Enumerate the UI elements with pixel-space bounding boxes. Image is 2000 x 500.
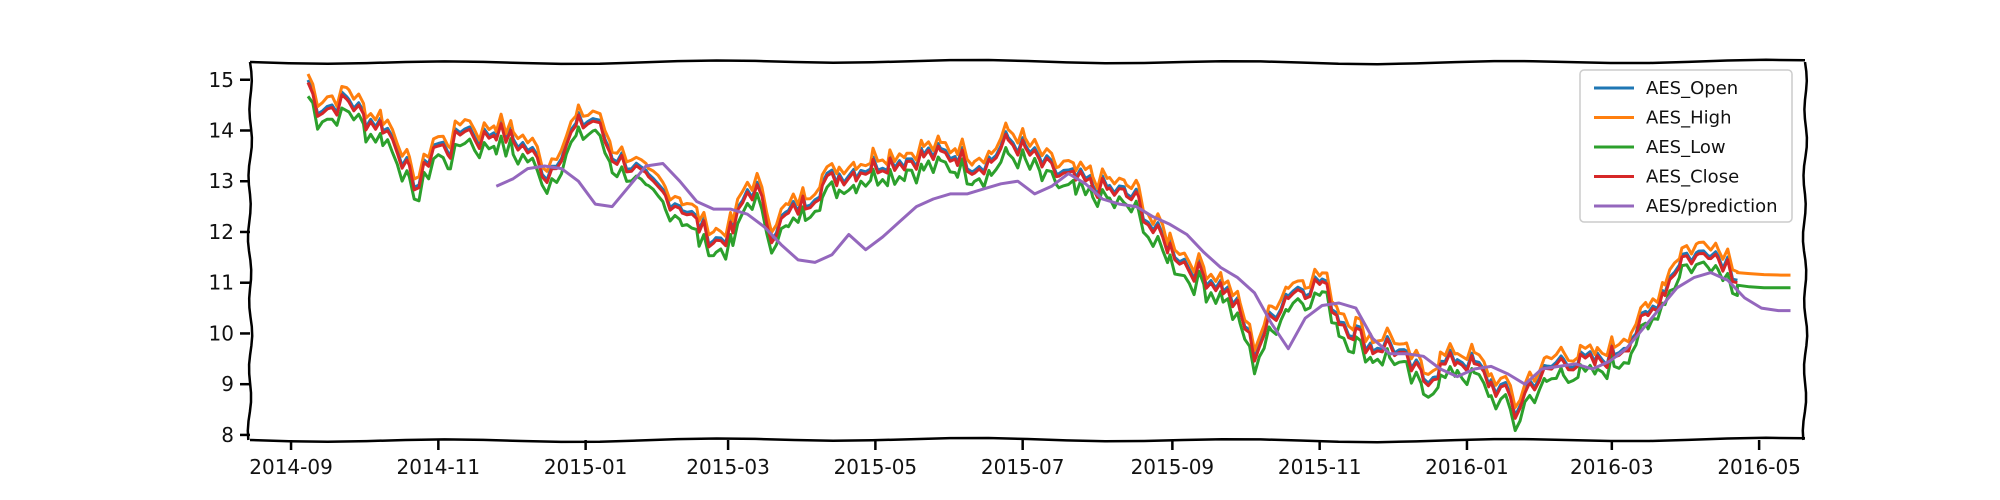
y-tick-label: 11: [209, 271, 234, 295]
x-tick-label: 2015-01: [544, 455, 628, 479]
x-tick-label: 2015-03: [686, 455, 770, 479]
frame-top: [249, 58, 1806, 66]
x-tick-label: 2015-05: [834, 455, 918, 479]
frame-right: [1801, 61, 1809, 441]
legend: AES_Open AES_High AES_Low AES_Close AES/pred…: [1579, 69, 1793, 223]
series-line-aes-prediction: [495, 162, 1791, 386]
legend-box: [1579, 69, 1793, 223]
y-axis: 8 9 10 11 12 13 14 15: [209, 68, 250, 447]
frame-bottom: [249, 436, 1806, 444]
series-line-aes-high: [306, 73, 1791, 410]
y-tick-label: 9: [221, 372, 234, 396]
x-tick-label: 2016-01: [1425, 455, 1509, 479]
y-tick-label: 8: [221, 423, 234, 447]
x-tick-label: 2014-09: [249, 455, 333, 479]
y-tick-label: 10: [209, 321, 234, 345]
x-tick-label: 2015-07: [981, 455, 1065, 479]
legend-label: AES_High: [1646, 108, 1731, 129]
x-tick-label: 2016-05: [1717, 455, 1801, 479]
x-tick-label: 2015-11: [1278, 455, 1362, 479]
legend-label: AES_Open: [1646, 78, 1738, 99]
legend-label: AES_Close: [1646, 167, 1739, 188]
y-tick-label: 13: [209, 169, 234, 193]
legend-label: AES_Low: [1646, 137, 1726, 158]
legend-label: AES/prediction: [1646, 196, 1777, 217]
plot-frame: [246, 58, 1809, 444]
series-line-aes-low: [306, 95, 1791, 433]
series-layer: [306, 73, 1791, 433]
x-axis: 2014-09 2014-11 2015-01 2015-03 2015-05 2015-…: [249, 440, 1801, 479]
x-tick-label: 2014-11: [397, 455, 481, 479]
y-tick-label: 15: [209, 68, 234, 92]
frame-left: [246, 61, 254, 441]
x-tick-label: 2015-09: [1131, 455, 1215, 479]
y-tick-label: 14: [209, 118, 234, 142]
y-tick-label: 12: [209, 220, 234, 244]
x-tick-label: 2016-03: [1570, 455, 1654, 479]
